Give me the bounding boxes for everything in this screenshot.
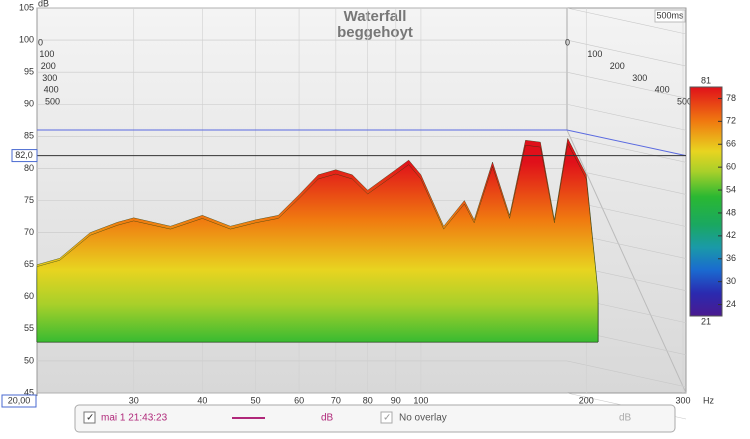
x-tick-label: 60: [294, 395, 304, 405]
checkbox[interactable]: [83, 411, 96, 424]
time-tick-label: 0: [38, 37, 43, 47]
colorbar-max: 81: [701, 75, 711, 85]
colorbar-tick-label: 24: [726, 299, 736, 309]
y-tick-label: 55: [24, 323, 34, 333]
y-tick-label: 90: [24, 99, 34, 109]
x-tick-label: 70: [331, 395, 341, 405]
time-tick-label: 300: [632, 73, 647, 83]
chart-subtitle: beggehoyt: [337, 24, 413, 41]
check: ✓: [383, 413, 391, 424]
y-tick-label: 80: [24, 163, 34, 173]
y-unit: dB: [38, 0, 49, 8]
x-tick-label: 20,00: [8, 395, 31, 405]
surface-slice: [36, 142, 599, 343]
floor-edge: [566, 129, 687, 394]
time-tick-label: 100: [587, 49, 602, 59]
x-tick-label: 200: [579, 395, 594, 405]
time-window: 500ms: [656, 10, 684, 20]
time-tick-label: 200: [41, 61, 56, 71]
x-tick-label: 90: [391, 395, 401, 405]
cursor-box: [11, 149, 38, 163]
colorbar: [689, 86, 723, 317]
x-tick-label: 300: [675, 395, 690, 405]
y-tick-label: 75: [24, 195, 34, 205]
time-tick-label: 400: [655, 85, 670, 95]
grid-line: [37, 39, 687, 67]
y-tick-label: 95: [24, 67, 34, 77]
footer-date: mai 1 21:43:23: [101, 413, 168, 424]
footer-bar: [74, 404, 676, 433]
time-tick-label: 500: [45, 96, 60, 106]
y-tick-label: 50: [24, 355, 34, 365]
x-tick-label: 50: [251, 395, 261, 405]
time-tick-label: 0: [565, 37, 570, 47]
x-start-box: [1, 394, 37, 408]
footer-overlay-unit: dB: [619, 413, 632, 424]
y-tick-label: 60: [24, 291, 34, 301]
plot: 45 50 55 60 65 70 75 80 85 90 95 100 105 20,00 30 40 50 6…: [1, 2, 692, 420]
x-unit: Hz: [703, 395, 714, 405]
x-tick-label: 40: [197, 395, 207, 405]
cursor-label: 82,0: [15, 150, 33, 160]
top-edge: [37, 129, 687, 157]
y-tick-label: 45: [24, 387, 34, 397]
colorbar-tick-label: 66: [726, 139, 736, 149]
x-tick-label: 30: [129, 395, 139, 405]
colorbar-tick-label: 72: [726, 116, 736, 126]
x-tick-label: 80: [363, 395, 373, 405]
grid-line: [37, 136, 687, 163]
time-tick-label: 300: [42, 73, 57, 83]
colorbar-tick-label: 42: [726, 230, 736, 240]
grid-line: [37, 7, 687, 35]
time-tick-label: 200: [610, 61, 625, 71]
y-tick-label: 85: [24, 131, 34, 141]
x-tick-label: 100: [413, 395, 428, 405]
colorbar-min: 21: [701, 316, 711, 326]
colorbar-tick-label: 48: [726, 207, 736, 217]
y-tick-label: 100: [19, 34, 34, 44]
colorbar-tick-label: 30: [726, 276, 736, 286]
overlay-checkbox[interactable]: [380, 411, 393, 424]
grid-line: [37, 103, 687, 131]
chart-title: Waterfall: [344, 8, 407, 25]
check: ✓: [86, 413, 94, 424]
footer-overlay: No overlay: [399, 413, 447, 424]
grid-line: [37, 360, 687, 388]
colorbar-tick-label: 78: [726, 93, 736, 103]
colorbar-tick-label: 36: [726, 253, 736, 263]
y-tick-label: 70: [24, 227, 34, 237]
y-tick-label: 65: [24, 259, 34, 269]
colorbar-tick-label: 60: [726, 162, 736, 172]
time-tick-label: 400: [44, 85, 59, 95]
footer-unit: dB: [321, 413, 334, 424]
y-tick-label: 105: [19, 2, 34, 12]
time-window-box: [654, 9, 686, 23]
time-tick-label: 500: [677, 96, 692, 106]
colorbar-tick-label: 54: [726, 184, 736, 194]
grid-line: [37, 71, 687, 99]
time-tick-label: 100: [39, 49, 54, 59]
